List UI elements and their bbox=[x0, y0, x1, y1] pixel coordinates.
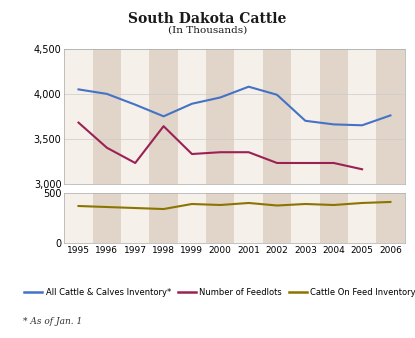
Bar bbox=[263, 193, 291, 243]
Bar bbox=[376, 193, 405, 243]
Bar bbox=[149, 193, 178, 243]
Bar bbox=[263, 49, 291, 184]
Text: (In Thousands): (In Thousands) bbox=[168, 25, 247, 34]
Bar bbox=[93, 49, 121, 184]
Text: * As of Jan. 1: * As of Jan. 1 bbox=[23, 317, 82, 326]
Bar bbox=[206, 193, 234, 243]
Bar bbox=[206, 49, 234, 184]
Bar bbox=[93, 193, 121, 243]
Bar bbox=[320, 193, 348, 243]
Legend: All Cattle & Calves Inventory*, Number of Feedlots, Cattle On Feed Inventory*: All Cattle & Calves Inventory*, Number o… bbox=[21, 284, 415, 300]
Bar bbox=[149, 49, 178, 184]
Text: South Dakota Cattle: South Dakota Cattle bbox=[128, 12, 287, 26]
Bar bbox=[376, 49, 405, 184]
Bar bbox=[320, 49, 348, 184]
